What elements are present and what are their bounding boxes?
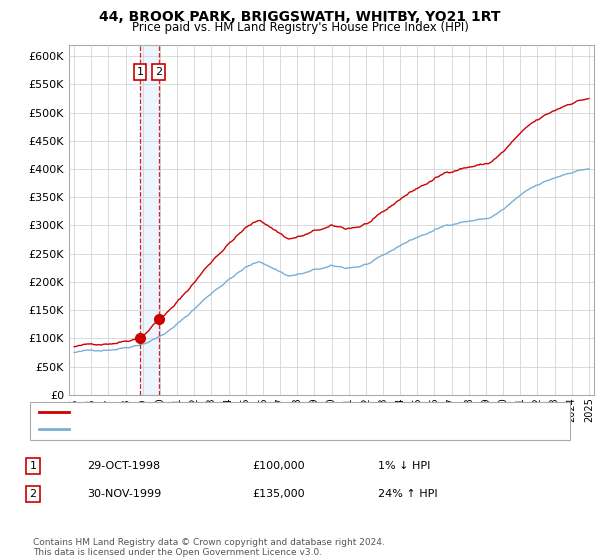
Text: 44, BROOK PARK, BRIGGSWATH, WHITBY, YO21 1RT (detached house): 44, BROOK PARK, BRIGGSWATH, WHITBY, YO21… — [75, 407, 437, 417]
Text: Price paid vs. HM Land Registry's House Price Index (HPI): Price paid vs. HM Land Registry's House … — [131, 21, 469, 34]
Text: £100,000: £100,000 — [252, 461, 305, 471]
Text: 1: 1 — [29, 461, 37, 471]
Text: HPI: Average price, detached house, North Yorkshire: HPI: Average price, detached house, Nort… — [75, 424, 348, 435]
Text: 2: 2 — [155, 67, 162, 77]
Text: £135,000: £135,000 — [252, 489, 305, 499]
Text: 30-NOV-1999: 30-NOV-1999 — [87, 489, 161, 499]
Text: 1% ↓ HPI: 1% ↓ HPI — [378, 461, 430, 471]
Text: Contains HM Land Registry data © Crown copyright and database right 2024.
This d: Contains HM Land Registry data © Crown c… — [33, 538, 385, 557]
Text: 29-OCT-1998: 29-OCT-1998 — [87, 461, 160, 471]
Bar — [140, 45, 158, 395]
Text: 1: 1 — [136, 67, 143, 77]
Text: 44, BROOK PARK, BRIGGSWATH, WHITBY, YO21 1RT: 44, BROOK PARK, BRIGGSWATH, WHITBY, YO21… — [99, 10, 501, 24]
Text: 2: 2 — [29, 489, 37, 499]
Text: 24% ↑ HPI: 24% ↑ HPI — [378, 489, 437, 499]
